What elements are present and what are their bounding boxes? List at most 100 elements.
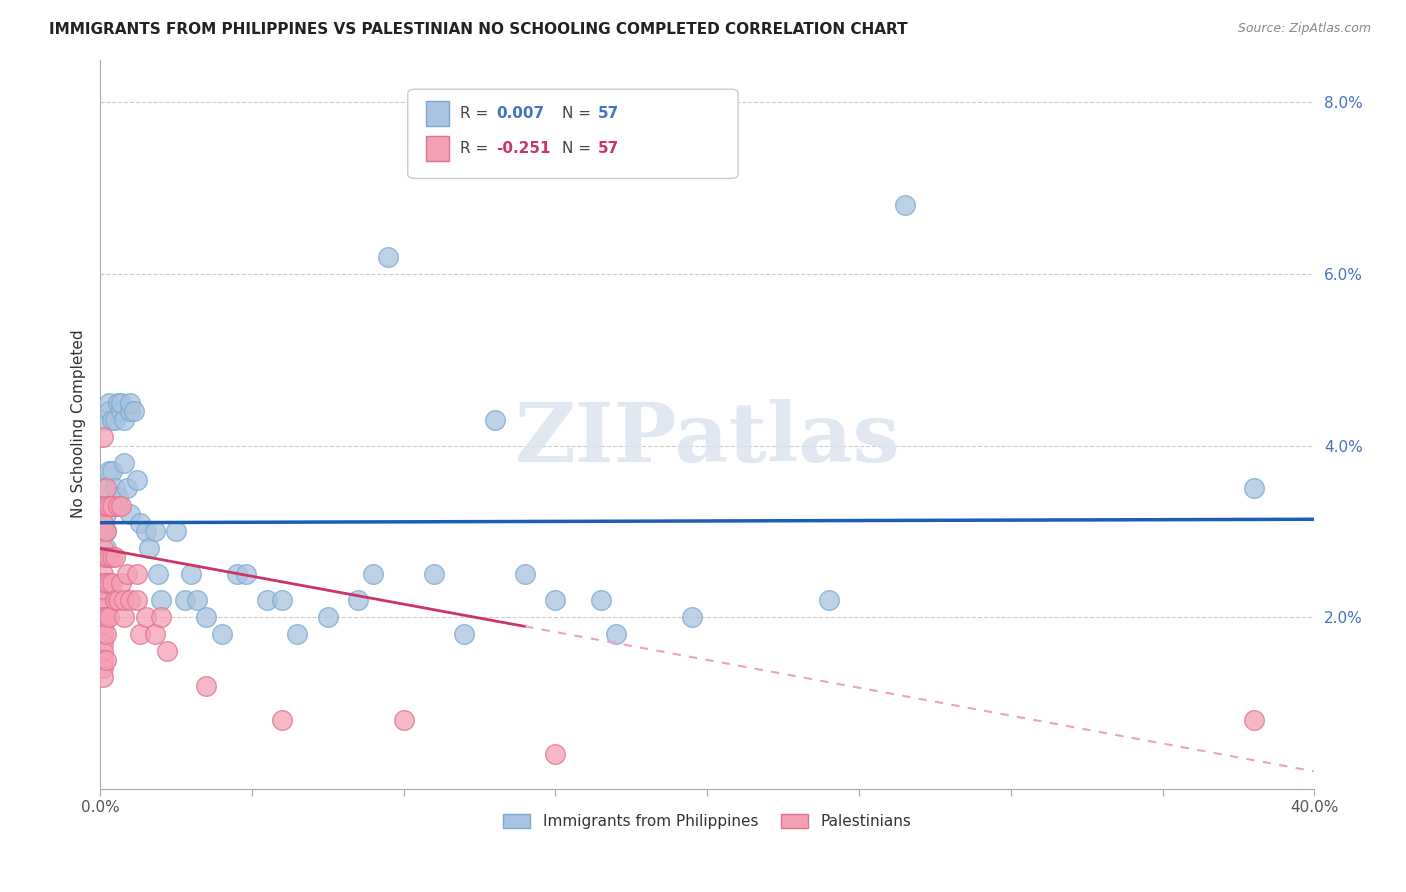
Point <box>112 456 135 470</box>
Point <box>287 627 309 641</box>
Point <box>156 644 179 658</box>
Point <box>117 567 139 582</box>
Point <box>91 610 114 624</box>
Text: 57: 57 <box>598 106 619 120</box>
Point <box>347 592 370 607</box>
Point <box>107 592 129 607</box>
Point <box>98 549 121 564</box>
Point <box>1243 482 1265 496</box>
Point <box>128 516 150 530</box>
Point <box>110 404 132 418</box>
Point <box>143 627 166 641</box>
Point <box>104 592 127 607</box>
Point <box>392 713 415 727</box>
Point <box>110 395 132 409</box>
Point <box>112 413 135 427</box>
Point <box>91 618 114 632</box>
Point <box>211 627 233 641</box>
Point <box>91 627 114 641</box>
Point <box>91 524 114 539</box>
Point <box>128 627 150 641</box>
Point <box>91 549 114 564</box>
Point <box>91 567 114 582</box>
Point <box>107 395 129 409</box>
Point <box>104 549 127 564</box>
Point <box>149 610 172 624</box>
Point <box>120 395 142 409</box>
Point <box>107 490 129 504</box>
Y-axis label: No Schooling Completed: No Schooling Completed <box>72 330 86 518</box>
Point <box>681 610 703 624</box>
Point <box>1243 713 1265 727</box>
Point <box>605 627 627 641</box>
Point <box>195 610 218 624</box>
Point <box>125 473 148 487</box>
Point <box>225 567 247 582</box>
Point <box>91 541 114 556</box>
Point <box>91 644 114 658</box>
Point <box>149 592 172 607</box>
Point <box>98 404 121 418</box>
Point <box>104 482 127 496</box>
Point <box>91 499 114 513</box>
Point <box>195 679 218 693</box>
Point <box>91 516 114 530</box>
Text: 0.007: 0.007 <box>496 106 544 120</box>
Point <box>117 482 139 496</box>
Text: IMMIGRANTS FROM PHILIPPINES VS PALESTINIAN NO SCHOOLING COMPLETED CORRELATION CH: IMMIGRANTS FROM PHILIPPINES VS PALESTINI… <box>49 22 908 37</box>
Point <box>125 567 148 582</box>
Point <box>98 499 121 513</box>
Point <box>91 592 114 607</box>
Point <box>96 524 118 539</box>
Point <box>91 653 114 667</box>
Point <box>589 592 612 607</box>
Point <box>235 567 257 582</box>
Point <box>110 575 132 590</box>
Point <box>135 610 157 624</box>
Point <box>363 567 385 582</box>
Point <box>98 395 121 409</box>
Point <box>423 567 446 582</box>
Text: N =: N = <box>562 142 596 156</box>
Point <box>271 713 294 727</box>
Point <box>91 413 114 427</box>
Point <box>112 610 135 624</box>
Text: N =: N = <box>562 106 596 120</box>
Point <box>256 592 278 607</box>
Point <box>101 464 124 478</box>
Legend: Immigrants from Philippines, Palestinians: Immigrants from Philippines, Palestinian… <box>496 808 918 836</box>
Point <box>107 499 129 513</box>
Point <box>135 524 157 539</box>
Point <box>101 499 124 513</box>
Text: Source: ZipAtlas.com: Source: ZipAtlas.com <box>1237 22 1371 36</box>
Point <box>186 592 208 607</box>
Point <box>96 524 118 539</box>
Point <box>893 198 915 212</box>
Point <box>98 575 121 590</box>
Text: 57: 57 <box>598 142 619 156</box>
Point <box>143 524 166 539</box>
Point <box>96 499 118 513</box>
Point <box>484 413 506 427</box>
Point <box>98 464 121 478</box>
Point <box>96 610 118 624</box>
Point <box>101 413 124 427</box>
Point <box>91 575 114 590</box>
Point <box>316 610 339 624</box>
Point <box>125 592 148 607</box>
Text: ZIPatlas: ZIPatlas <box>515 399 900 479</box>
Point <box>96 541 118 556</box>
Point <box>101 549 124 564</box>
Point <box>120 404 142 418</box>
Point <box>104 413 127 427</box>
Point <box>91 430 114 444</box>
Point <box>110 499 132 513</box>
Point <box>112 592 135 607</box>
Point <box>138 541 160 556</box>
Point <box>91 661 114 675</box>
Point <box>101 575 124 590</box>
Point <box>91 499 114 513</box>
Point <box>96 575 118 590</box>
Point <box>120 592 142 607</box>
Point <box>91 670 114 684</box>
